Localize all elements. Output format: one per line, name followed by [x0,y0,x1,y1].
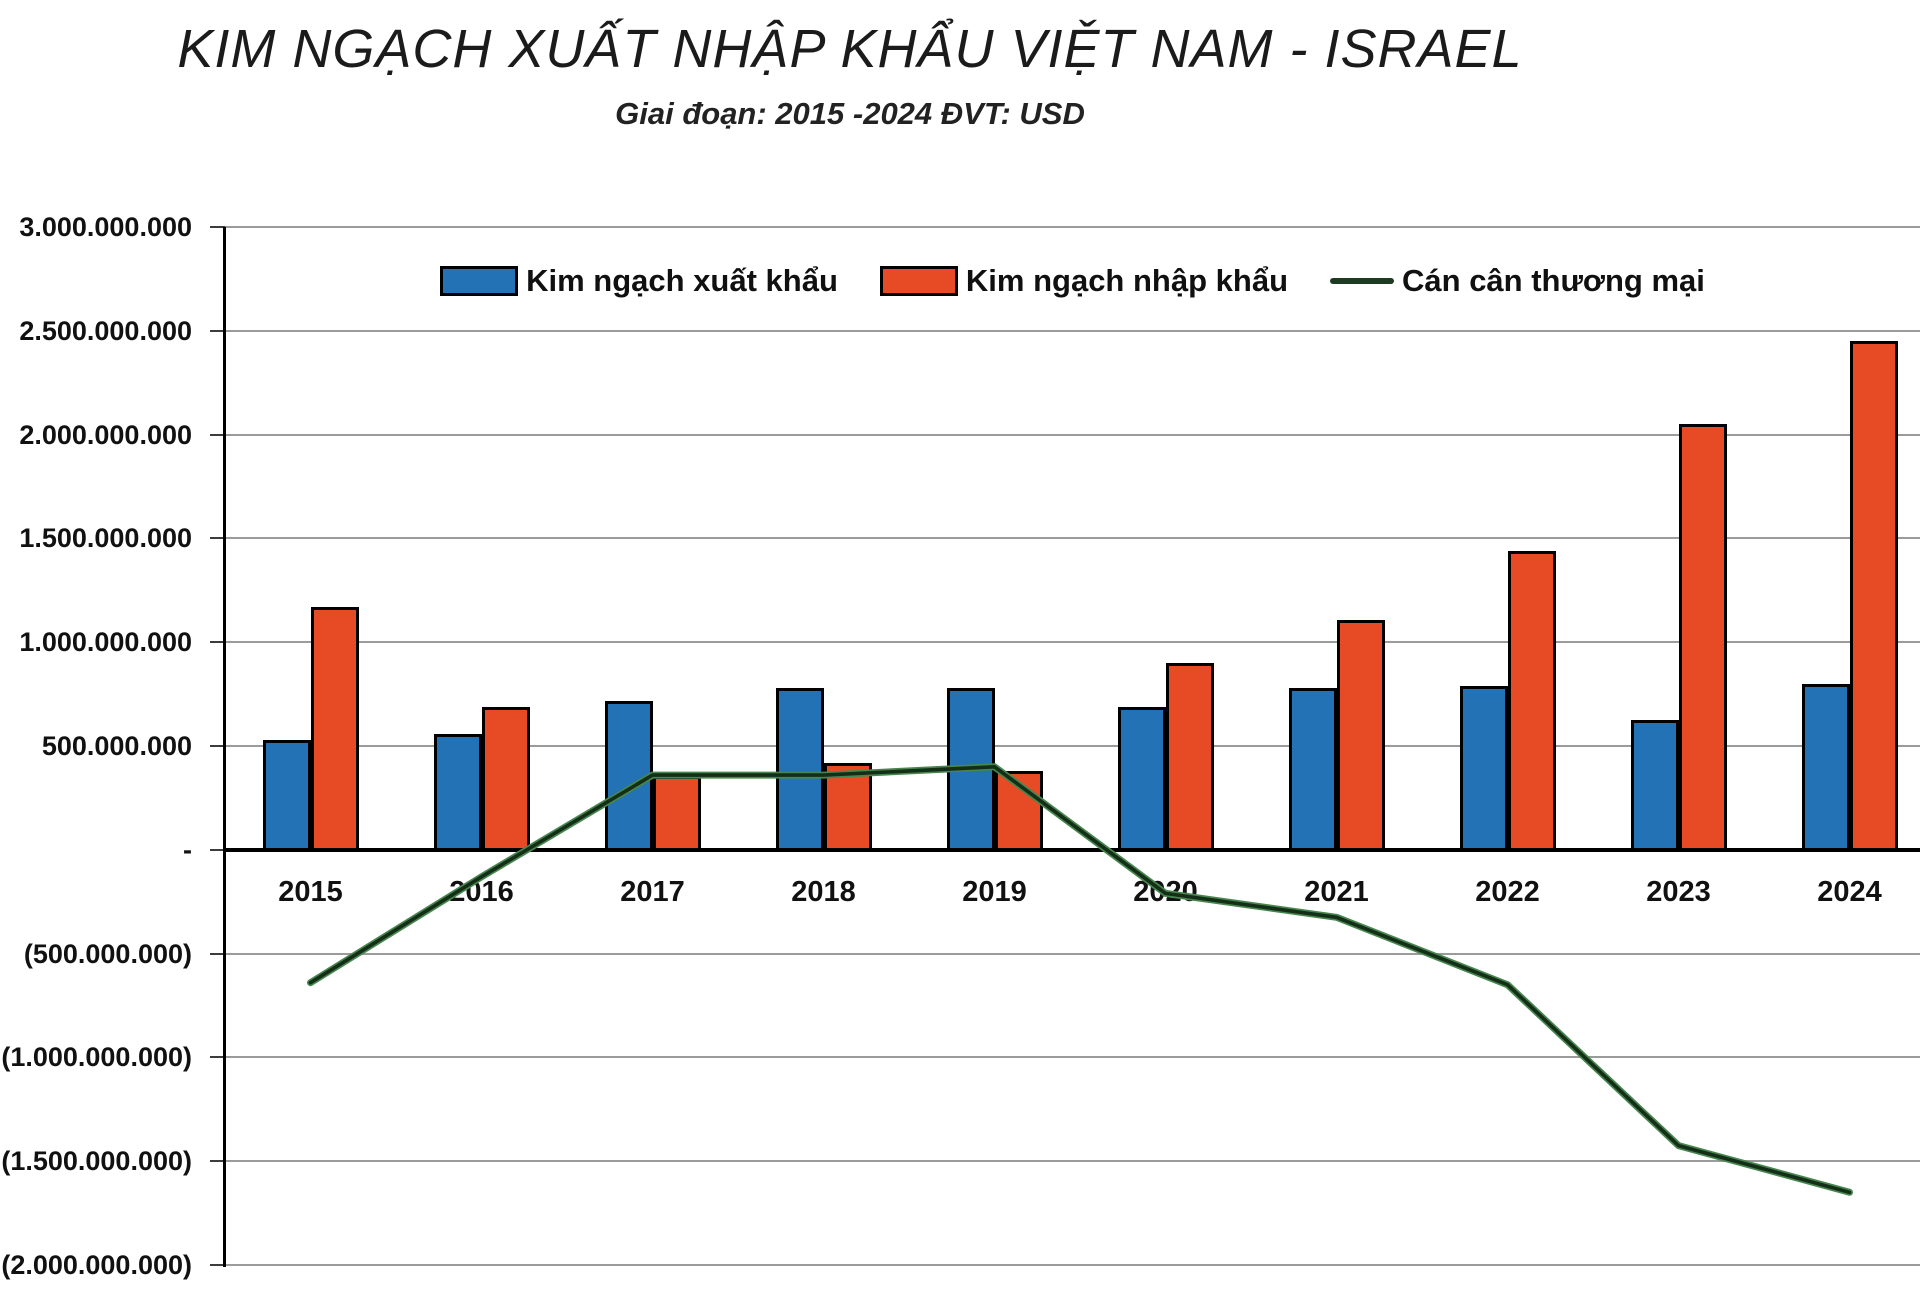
y-tick-label: 3.000.000.000 [19,212,192,242]
legend-color-swatch [440,266,519,296]
export-bar [946,687,995,852]
x-tick-label: 2017 [620,876,685,908]
gridline [225,745,1920,747]
x-tick-label: 2016 [449,876,514,908]
gridline [225,433,1920,436]
legend-item: Cán cân thương mại [1330,263,1705,299]
y-axis-tick [210,848,225,851]
import-bar [994,770,1043,852]
y-tick-label: 1.500.000.000 [19,523,192,554]
zero-gridline [225,847,1920,852]
y-axis-tick [210,1264,225,1266]
gridline [225,641,1920,644]
gridline [225,952,1920,955]
y-axis-tick [210,226,225,228]
export-bar [433,733,482,852]
gridline [225,226,1920,228]
x-tick-label: 2020 [1133,876,1198,908]
legend-item: Kim ngạch xuất khẩu [440,263,838,299]
legend-color-swatch [879,266,958,296]
x-tick-label: 2019 [962,876,1027,908]
y-axis-tick [210,1056,225,1059]
x-tick-label: 2023 [1646,876,1711,908]
y-axis-tick [210,433,225,436]
import-bar [481,706,530,852]
legend-line-swatch [1330,278,1395,284]
export-bar [775,687,824,852]
gridline [225,537,1920,540]
export-bar [1630,720,1679,852]
import-bar [652,776,701,852]
import-bar [1165,662,1214,852]
y-tick-label: (1.000.000.000) [1,1042,192,1073]
y-axis-tick [210,537,225,540]
chart-title: KIM NGẠCH XUẤT NHẬP KHẨU VIỆT NAM - ISRA… [177,19,1523,79]
gridline [225,1160,1920,1163]
legend: Kim ngạch xuất khẩu Kim ngạch nhập khẩu Cá… [225,252,1920,310]
gridline [225,329,1920,332]
export-bar [1117,706,1166,852]
import-bar [823,762,872,852]
y-axis-tick [210,641,225,644]
y-tick-label: 2.000.000.000 [19,419,192,450]
import-bar [1849,341,1898,852]
x-tick-label: 2021 [1304,876,1369,908]
legend-item: Kim ngạch nhập khẩu [879,263,1289,299]
trade-balance-line-outline [307,763,1853,1196]
x-tick-label: 2018 [791,876,856,908]
y-axis-tick [210,1160,225,1163]
y-axis-line [223,227,226,1267]
export-bar [604,701,653,852]
y-axis-tick [210,745,225,747]
y-tick-label: (1.500.000.000) [1,1146,192,1177]
y-tick-label: (500.000.000) [23,938,192,969]
export-bar [262,739,311,852]
y-tick-label: 1.000.000.000 [19,627,192,658]
chart-subtitle: Giai đoạn: 2015 -2024 ĐVT: USD [615,96,1085,131]
x-tick-label: 2022 [1475,876,1540,908]
import-bar [1336,620,1385,852]
y-axis-tick [210,952,225,955]
y-tick-label: 2.500.000.000 [19,315,192,346]
y-tick-label: 500.000.000 [41,731,192,761]
y-tick-label: - [183,834,192,865]
gridline [225,1056,1920,1059]
legend-item-label: Cán cân thương mại [1402,263,1705,298]
gridline [225,1264,1920,1266]
x-tick-label: 2024 [1817,876,1882,908]
export-bar [1801,683,1850,852]
import-bar [1678,424,1727,852]
y-axis-tick [210,329,225,332]
legend-item-label: Kim ngạch nhập khẩu [965,263,1289,298]
y-tick-label: (2.000.000.000) [1,1250,192,1280]
import-bar [310,606,359,852]
import-bar [1507,550,1556,852]
export-bar [1459,685,1508,852]
x-tick-label: 2015 [278,876,343,908]
trade-balance-line [308,764,1852,1195]
legend-item-label: Kim ngạch xuất khẩu [526,263,838,298]
export-bar [1288,687,1337,852]
